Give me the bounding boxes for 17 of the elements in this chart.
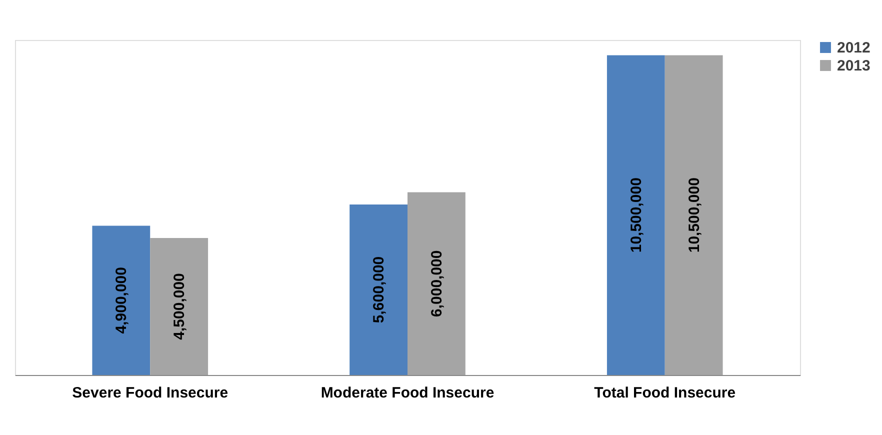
data-label: 10,500,000 xyxy=(686,178,703,253)
bar xyxy=(150,238,208,375)
data-label: 6,000,000 xyxy=(428,250,446,318)
data-label: 5,600,000 xyxy=(370,256,388,324)
legend-label: 2013 xyxy=(837,58,870,74)
bar xyxy=(92,226,150,375)
data-label: 4,500,000 xyxy=(171,273,188,340)
data-label: 4,900,000 xyxy=(113,267,130,334)
x-tick-label: Moderate Food Insecure xyxy=(320,384,494,402)
legend-label: 2012 xyxy=(837,40,870,56)
x-tick-label: Total Food Insecure xyxy=(594,384,736,402)
bar xyxy=(664,55,723,375)
bar xyxy=(350,204,408,375)
bar xyxy=(606,55,665,375)
data-label: 10,500,000 xyxy=(628,178,645,253)
x-tick-label: Severe Food Insecure xyxy=(72,384,228,402)
bar xyxy=(408,192,466,375)
